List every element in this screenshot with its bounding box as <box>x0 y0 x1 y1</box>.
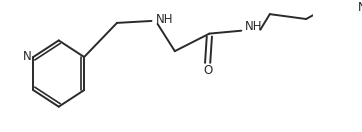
Text: NH: NH <box>156 13 173 27</box>
Text: N: N <box>358 1 362 14</box>
Text: N: N <box>23 50 31 63</box>
Text: O: O <box>203 64 212 77</box>
Text: NH: NH <box>245 20 262 33</box>
